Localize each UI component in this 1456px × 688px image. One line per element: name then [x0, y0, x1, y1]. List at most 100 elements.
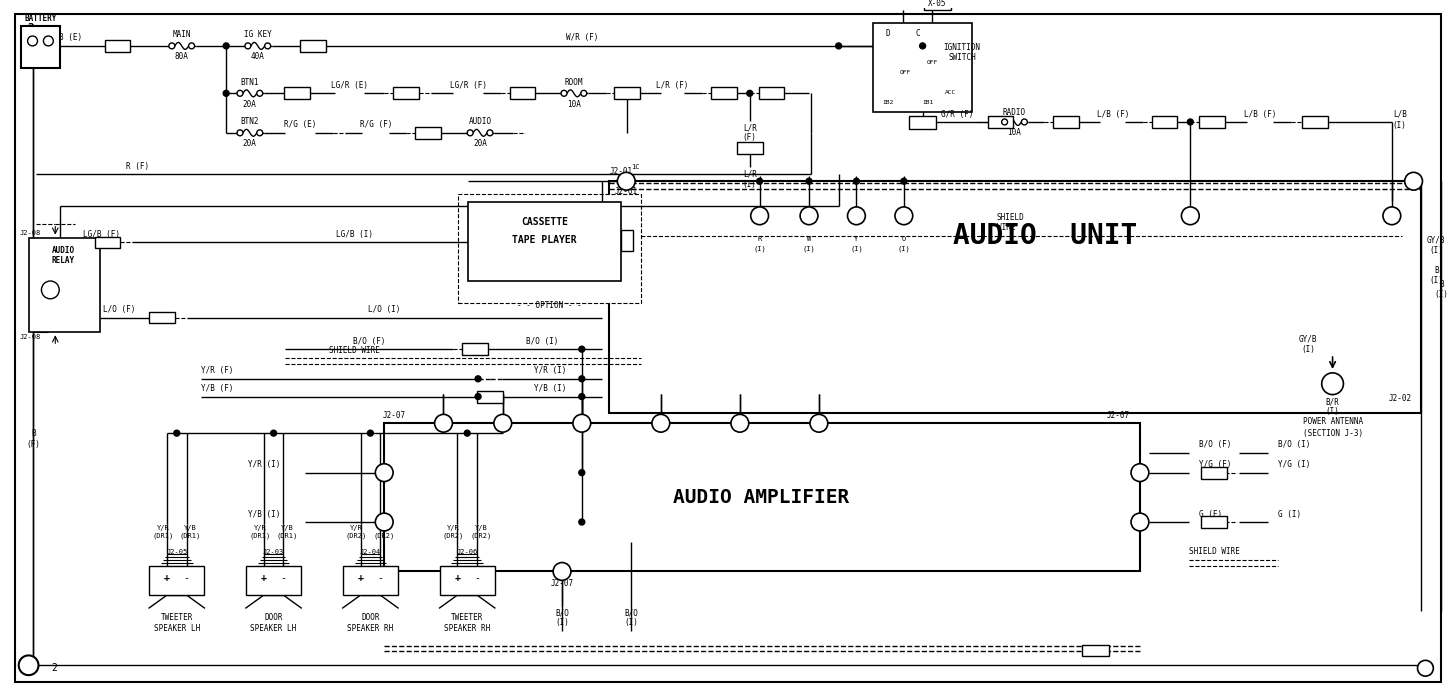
Text: +: +: [454, 573, 460, 583]
Circle shape: [237, 90, 243, 96]
Bar: [29, 237, 99, 332]
Text: (I): (I): [743, 180, 757, 189]
Text: -: -: [183, 573, 189, 583]
Text: X-04: X-04: [617, 89, 636, 98]
Text: X-04: X-04: [418, 129, 437, 138]
Circle shape: [801, 207, 818, 225]
Text: N: N: [817, 419, 821, 428]
Text: ROOM: ROOM: [565, 78, 584, 87]
Text: Y/G (F): Y/G (F): [1200, 460, 1232, 469]
Text: 1C: 1C: [630, 164, 639, 171]
Text: X-05: X-05: [927, 0, 946, 8]
Circle shape: [853, 178, 859, 184]
Circle shape: [572, 414, 591, 432]
Bar: [20, 26, 60, 67]
Bar: [393, 87, 419, 99]
Bar: [415, 127, 441, 139]
Text: - - OPTION - -: - - OPTION - -: [517, 301, 581, 310]
Circle shape: [28, 36, 38, 46]
Text: 1K: 1K: [756, 213, 764, 219]
Text: MAIN: MAIN: [172, 30, 191, 39]
Text: X-07: X-07: [741, 143, 759, 152]
Text: -: -: [377, 573, 383, 583]
Bar: [342, 566, 397, 595]
Circle shape: [256, 130, 262, 136]
Text: +: +: [165, 573, 170, 583]
Circle shape: [173, 430, 179, 436]
Circle shape: [617, 172, 635, 190]
Text: B/O: B/O: [555, 608, 569, 617]
Text: R (F): R (F): [125, 162, 149, 171]
Text: TWEETER
SPEAKER RH: TWEETER SPEAKER RH: [444, 613, 491, 632]
Circle shape: [1383, 207, 1401, 225]
Text: 80A: 80A: [175, 52, 189, 61]
Text: 40A: 40A: [250, 52, 265, 61]
Circle shape: [367, 430, 373, 436]
Text: J2-06: J2-06: [457, 548, 478, 555]
Text: A: A: [501, 419, 505, 428]
Text: RELAY: RELAY: [51, 256, 74, 265]
Text: (SECTION J-3): (SECTION J-3): [1303, 429, 1363, 438]
Text: X-06: X-06: [153, 313, 172, 322]
Text: 1M: 1M: [852, 213, 860, 219]
Text: Y/G (I): Y/G (I): [1278, 460, 1310, 469]
Bar: [469, 202, 622, 281]
Bar: [510, 87, 536, 99]
Text: L/B: L/B: [1393, 109, 1406, 118]
Text: Y/R (F): Y/R (F): [201, 367, 234, 376]
Text: J2-01: J2-01: [614, 186, 638, 195]
Text: Y/R
(DR1): Y/R (DR1): [153, 525, 173, 539]
Text: BTN2: BTN2: [240, 118, 259, 127]
Text: SHIELD WIRE: SHIELD WIRE: [329, 345, 380, 354]
Text: -: -: [475, 573, 480, 583]
Text: Y/B (F): Y/B (F): [201, 384, 234, 393]
Text: Y/B
(DR1): Y/B (DR1): [181, 525, 201, 539]
Text: AUDIO: AUDIO: [51, 246, 74, 255]
Bar: [149, 312, 175, 323]
Text: SWITCH: SWITCH: [948, 53, 976, 62]
Circle shape: [434, 414, 453, 432]
Text: F: F: [1137, 468, 1143, 477]
Polygon shape: [149, 595, 204, 608]
Text: 2: 2: [51, 663, 57, 674]
Text: +: +: [358, 573, 364, 583]
Text: (I): (I): [897, 245, 910, 252]
Text: Y/B (I): Y/B (I): [534, 384, 566, 393]
Text: W: W: [807, 235, 811, 241]
Text: X-12: X-12: [480, 392, 499, 401]
Text: -: -: [281, 573, 287, 583]
Text: X-04: X-04: [992, 118, 1010, 127]
Text: X-07: X-07: [99, 238, 116, 247]
Text: AUDIO: AUDIO: [469, 118, 492, 127]
Text: R/G (F): R/G (F): [360, 120, 393, 129]
Text: R/G (E): R/G (E): [284, 120, 316, 129]
Text: 2: 2: [28, 23, 33, 33]
Bar: [737, 142, 763, 153]
Circle shape: [579, 394, 585, 400]
Text: J: J: [559, 567, 565, 576]
Circle shape: [579, 346, 585, 352]
Circle shape: [265, 43, 271, 49]
Circle shape: [223, 90, 229, 96]
Circle shape: [751, 207, 769, 225]
Text: 1J: 1J: [622, 178, 630, 184]
Text: LG/B (F): LG/B (F): [83, 230, 119, 239]
Text: G (I): G (I): [1278, 510, 1302, 519]
Text: IG KEY: IG KEY: [245, 30, 272, 39]
Bar: [1201, 516, 1227, 528]
Text: L/B (F): L/B (F): [1245, 109, 1277, 118]
Text: SHIELD
WIRE: SHIELD WIRE: [997, 213, 1025, 233]
Text: B: B: [1439, 281, 1443, 290]
Text: (I): (I): [1393, 121, 1406, 131]
Text: G/R (F): G/R (F): [941, 109, 974, 118]
Text: X-01: X-01: [288, 89, 307, 98]
Text: TAPE PLAYER: TAPE PLAYER: [513, 235, 577, 244]
Text: D: D: [885, 28, 891, 38]
Circle shape: [256, 90, 262, 96]
Circle shape: [579, 519, 585, 525]
Circle shape: [895, 207, 913, 225]
Text: H: H: [1137, 517, 1143, 526]
Text: (I): (I): [1430, 275, 1443, 285]
Bar: [874, 23, 973, 112]
Text: LG/R (F): LG/R (F): [450, 81, 486, 90]
